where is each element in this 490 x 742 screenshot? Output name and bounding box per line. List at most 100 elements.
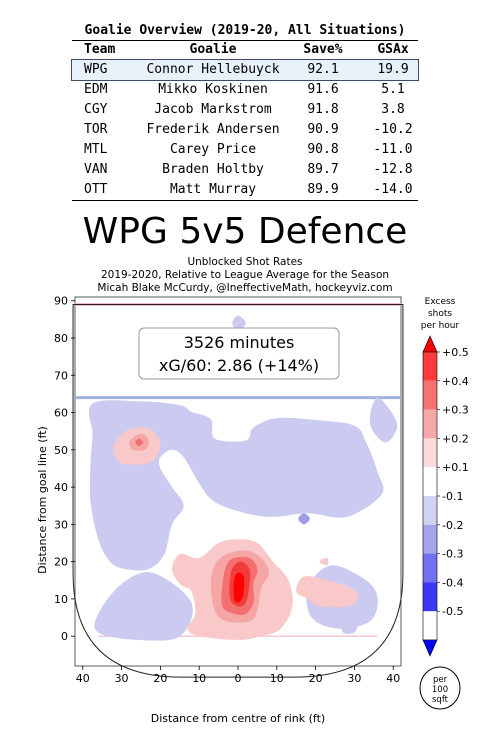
contour-neg01-2 [94, 572, 193, 641]
goalie-table-header: Team Goalie Save% GSAx [72, 41, 418, 60]
cell-save-pct: 91.8 [307, 102, 339, 117]
cell-save-pct: 90.8 [307, 142, 339, 157]
cell-gsax: -12.8 [373, 162, 413, 177]
unit-badge: per 100 sqft [419, 666, 461, 710]
x-tick-label: 40 [386, 672, 400, 685]
x-tick-label: 20 [153, 672, 167, 685]
cell-gsax: -14.0 [373, 182, 413, 197]
colorbar-label: -0.2 [442, 519, 463, 532]
y-tick-label: 0 [61, 630, 68, 643]
colorbar-label: +0.4 [442, 375, 469, 388]
rink-outline [72, 303, 404, 678]
contour-layer [88, 315, 398, 641]
contour-neg01-3 [369, 397, 398, 443]
colorbar-label: -0.5 [442, 605, 463, 618]
colorbar-swatch [423, 524, 437, 554]
contour-neg01-5 [232, 315, 246, 331]
x-tick-label: 30 [115, 672, 129, 685]
goalie-row: VAN Braden Holtby 89.7 -12.8 [72, 160, 418, 180]
cell-save-pct: 89.7 [307, 162, 339, 177]
goalie-row: WPG Connor Hellebuyck 92.1 19.9 [71, 59, 419, 81]
cell-team: VAN [84, 162, 108, 177]
chart-subtitle-2: 2019-2020, Relative to League Average fo… [100, 269, 390, 281]
header-team: Team [84, 42, 116, 57]
y-axis-label: Distance from goal line (ft) [36, 426, 49, 574]
x-tick-label: 0 [235, 672, 242, 685]
x-tick-label: 40 [76, 672, 90, 685]
goalie-table: Goalie Overview (2019-20, All Situations… [71, 21, 419, 201]
goalie-row: OTT Matt Murray 89.9 -14.0 [72, 180, 418, 200]
unit-badge-line-2: 100 [432, 685, 448, 695]
goalie-row: CGY Jacob Markstrom 91.8 3.8 [72, 100, 418, 120]
colorbar-swatch [423, 582, 437, 612]
cell-gsax: 3.8 [381, 102, 405, 117]
cell-goalie: Matt Murray [169, 182, 257, 197]
unit-badge-ring [419, 666, 461, 710]
goalie-row: TOR Frederik Andersen 90.9 -10.2 [72, 120, 418, 140]
cell-team: OTT [84, 182, 108, 197]
colorbar-label: +0.5 [442, 346, 469, 359]
unit-badge-line-1: per [433, 675, 448, 685]
contour-pos01-9 [319, 557, 329, 566]
x-tick-label: 30 [347, 672, 361, 685]
colorbar-extend-bottom [422, 639, 438, 657]
contour-pos05-15 [233, 572, 245, 603]
axis-ticks: 40 30 20 10 0 10 20 30 40 0 10 20 30 40 50 60 70 80 90 [54, 295, 400, 685]
contour-pos01-6 [296, 576, 359, 608]
y-tick-label: 90 [54, 295, 68, 308]
colorbar-title-2: shots [428, 309, 452, 319]
summary-xg: xG/60: 2.86 (+14%) [159, 356, 319, 375]
y-tick-label: 50 [54, 444, 68, 457]
header-gsax: GSAx [377, 42, 409, 57]
chart-subtitle-1: Unblocked Shot Rates [187, 256, 303, 268]
cell-goalie: Carey Price [169, 142, 257, 157]
colorbar: Excess shots per hour +0.5 +0.4 +0.3 +0.2 +0.1 -… [421, 297, 469, 657]
chart-subtitle-3: Micah Blake McCurdy, @IneffectiveMath, h… [97, 282, 393, 294]
cell-gsax: -11.0 [373, 142, 413, 157]
cell-gsax: 19.9 [377, 62, 409, 77]
y-tick-label: 80 [54, 332, 68, 345]
colorbar-label: +0.2 [442, 432, 469, 445]
colorbar-title-3: per hour [421, 321, 460, 331]
contour-neg01-4 [341, 613, 359, 634]
x-axis-label: Distance from centre of rink (ft) [151, 712, 325, 725]
chart-title: WPG 5v5 Defence [82, 211, 408, 252]
cell-team: EDM [84, 82, 108, 97]
colorbar-swatch [423, 553, 437, 583]
header-save-pct: Save% [303, 42, 343, 57]
y-tick-label: 20 [54, 556, 68, 569]
cell-goalie: Braden Holtby [162, 162, 264, 177]
y-tick-label: 30 [54, 518, 68, 531]
y-tick-label: 60 [54, 407, 68, 420]
cell-team: WPG [84, 62, 108, 77]
rink-boards [72, 303, 404, 678]
cell-gsax: -10.2 [373, 122, 413, 137]
contour-neg01-0 [88, 400, 384, 571]
colorbar-label: +0.3 [442, 404, 469, 417]
x-tick-label: 10 [192, 672, 206, 685]
header-goalie: Goalie [189, 42, 237, 57]
y-tick-label: 10 [54, 593, 68, 606]
goalie-row: MTL Carey Price 90.8 -11.0 [72, 140, 418, 160]
colorbar-swatch [423, 438, 437, 468]
summary-minutes: 3526 minutes [184, 333, 295, 352]
cell-goalie: Frederik Andersen [146, 122, 280, 137]
colorbar-swatch [423, 352, 437, 381]
colorbar-swatch [423, 409, 437, 439]
cell-goalie: Mikko Koskinen [158, 82, 268, 97]
colorbar-label: -0.1 [442, 490, 463, 503]
cell-team: TOR [84, 122, 108, 137]
colorbar-label: +0.1 [442, 461, 469, 474]
x-tick-label: 10 [270, 672, 284, 685]
colorbar-swatch [423, 467, 437, 496]
colorbar-label: -0.4 [442, 576, 463, 589]
cell-gsax: 5.1 [381, 82, 405, 97]
cell-save-pct: 89.9 [307, 182, 339, 197]
y-tick-label: 40 [54, 481, 68, 494]
cell-save-pct: 92.1 [307, 62, 339, 77]
summary-box-frame [138, 327, 340, 380]
goalie-row: EDM Mikko Koskinen 91.6 5.1 [72, 80, 418, 100]
x-tick-label: 20 [309, 672, 323, 685]
colorbar-swatch [423, 496, 437, 525]
